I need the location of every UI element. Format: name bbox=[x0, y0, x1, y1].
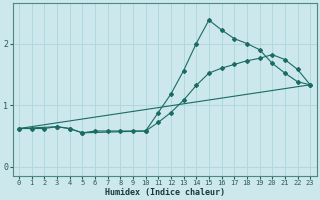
X-axis label: Humidex (Indice chaleur): Humidex (Indice chaleur) bbox=[105, 188, 225, 197]
